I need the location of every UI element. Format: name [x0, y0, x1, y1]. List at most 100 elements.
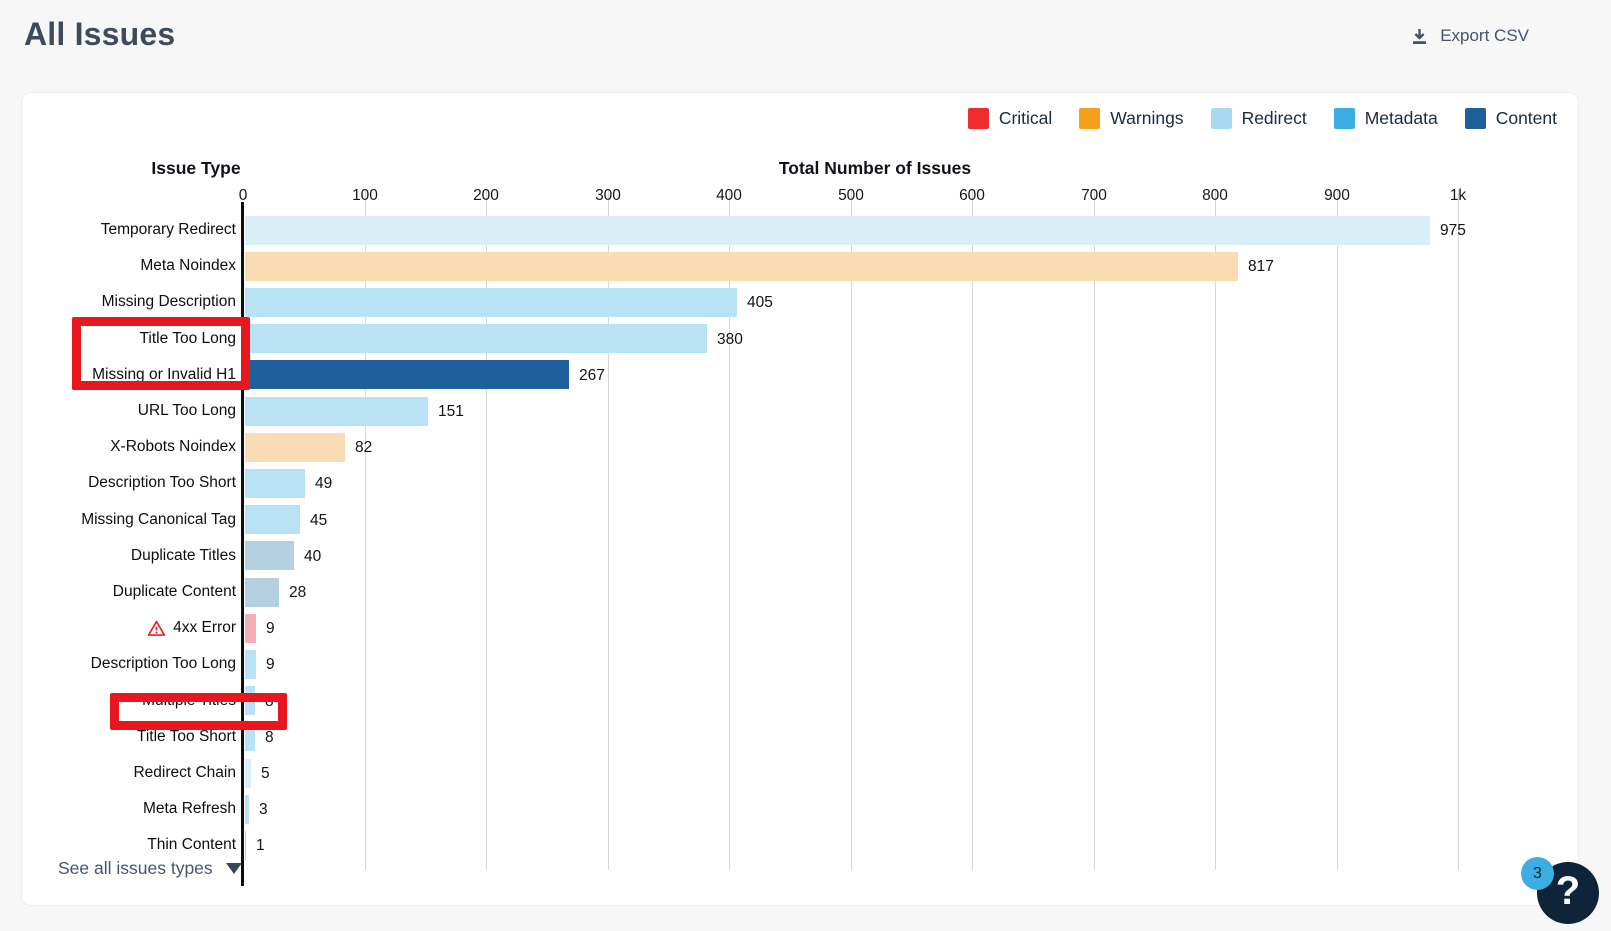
- gridline: [486, 190, 487, 870]
- row-label-text: Temporary Redirect: [100, 221, 236, 238]
- row-label[interactable]: Duplicate Content: [30, 581, 236, 603]
- gridline: [365, 190, 366, 870]
- export-csv-button[interactable]: Export CSV: [1410, 26, 1529, 46]
- bar-temporary-redirect[interactable]: [245, 216, 1430, 245]
- legend-swatch-icon: [1464, 108, 1486, 129]
- legend-swatch-icon: [1210, 108, 1232, 129]
- row-label-text: Redirect Chain: [133, 764, 236, 781]
- legend-label: Warnings: [1110, 108, 1184, 128]
- row-label-text: Duplicate Titles: [130, 547, 236, 564]
- bar-thin-content[interactable]: [245, 831, 246, 860]
- row-label[interactable]: Thin Content: [30, 834, 236, 856]
- bar-description-too-short[interactable]: [245, 469, 305, 498]
- bar-value: 151: [438, 403, 464, 420]
- x-axis-tick: 700: [1081, 187, 1107, 204]
- row-label[interactable]: Meta Refresh: [30, 798, 236, 820]
- row-label[interactable]: Description Too Short: [30, 472, 236, 494]
- x-axis-tick: 300: [595, 187, 621, 204]
- row-label-text: Title Too Short: [136, 728, 236, 745]
- x-axis-tick: 0: [238, 187, 248, 204]
- legend-item-warnings[interactable]: Warnings: [1079, 108, 1184, 129]
- row-label[interactable]: Missing Canonical Tag: [30, 509, 236, 531]
- bar-meta-refresh[interactable]: [245, 795, 249, 824]
- legend-item-metadata[interactable]: Metadata: [1333, 108, 1438, 129]
- row-label-text: X-Robots Noindex: [110, 438, 236, 455]
- x-axis-tick: 100: [352, 187, 378, 204]
- bar-url-too-long[interactable]: [245, 397, 428, 426]
- bar-meta-noindex[interactable]: [245, 252, 1238, 281]
- bar-title-too-short[interactable]: [245, 722, 255, 751]
- legend-item-content[interactable]: Content: [1464, 108, 1557, 129]
- x-axis-tick: 800: [1202, 187, 1228, 204]
- export-csv-label: Export CSV: [1440, 26, 1529, 45]
- row-label-text: Title Too Long: [139, 330, 236, 347]
- gridline: [1094, 190, 1095, 870]
- x-axis-tick: 200: [473, 187, 499, 204]
- x-axis-tick: 600: [959, 187, 985, 204]
- bar-value: 28: [289, 584, 307, 601]
- x-axis-tick: 900: [1324, 187, 1350, 204]
- row-label-text: Multiple Titles: [142, 692, 236, 709]
- chevron-down-icon: [225, 863, 242, 874]
- bar-missing-canonical-tag[interactable]: [245, 505, 300, 534]
- bar-value: 267: [579, 367, 605, 384]
- legend-item-redirect[interactable]: Redirect: [1210, 108, 1307, 129]
- row-label[interactable]: Duplicate Titles: [30, 545, 236, 567]
- row-label[interactable]: Missing or Invalid H1: [30, 364, 236, 386]
- bar-multiple-titles[interactable]: [245, 686, 255, 715]
- row-label[interactable]: X-Robots Noindex: [30, 436, 236, 458]
- bar-redirect-chain[interactable]: [245, 759, 251, 788]
- bar-duplicate-content[interactable]: [245, 578, 279, 607]
- total-issues-header: Total Number of Issues: [778, 158, 972, 178]
- bar-value: 5: [261, 765, 270, 782]
- legend-label: Redirect: [1241, 108, 1307, 128]
- issue-type-header: Issue Type: [151, 158, 241, 178]
- row-label[interactable]: Multiple Titles: [30, 690, 236, 712]
- bar-duplicate-titles[interactable]: [245, 541, 294, 570]
- y-axis-line: [241, 202, 244, 886]
- bar-title-too-long[interactable]: [245, 324, 707, 353]
- gridline: [1215, 190, 1216, 870]
- gridline: [729, 190, 730, 870]
- bar-value: 49: [315, 475, 333, 492]
- bar-value: 45: [310, 512, 328, 529]
- x-axis-tick: 400: [716, 187, 742, 204]
- row-label-text: Missing Canonical Tag: [81, 511, 236, 528]
- row-label[interactable]: Redirect Chain: [30, 762, 236, 784]
- row-label[interactable]: Temporary Redirect: [30, 219, 236, 241]
- row-label[interactable]: Description Too Long: [30, 653, 236, 675]
- legend-label: Content: [1495, 108, 1557, 128]
- bar-4xx-error[interactable]: [245, 614, 256, 643]
- row-label[interactable]: 4xx Error: [30, 617, 236, 639]
- download-icon: [1410, 27, 1429, 46]
- bar-value: 3: [259, 801, 268, 818]
- legend-label: Critical: [998, 108, 1053, 128]
- legend-swatch-icon: [1079, 108, 1101, 129]
- row-label[interactable]: Missing Description: [30, 291, 236, 313]
- bar-value: 40: [304, 548, 322, 565]
- row-label-text: URL Too Long: [137, 402, 236, 419]
- x-axis-tick: 500: [838, 187, 864, 204]
- legend-item-critical[interactable]: Critical: [967, 108, 1053, 129]
- legend-swatch-icon: [1333, 108, 1355, 129]
- row-label-text: Description Too Short: [88, 474, 236, 491]
- help-notification-badge: 3: [1521, 857, 1554, 890]
- bar-value: 8: [265, 729, 274, 746]
- page-title: All Issues: [24, 16, 176, 52]
- bar-missing-or-invalid-h1[interactable]: [245, 360, 569, 389]
- warning-triangle-icon: [147, 619, 166, 638]
- bar-value: 8: [265, 693, 274, 710]
- bar-value: 82: [355, 439, 373, 456]
- see-all-label: See all issues types: [58, 858, 213, 878]
- bar-value: 405: [747, 294, 773, 311]
- row-label-text: Meta Refresh: [142, 800, 236, 817]
- row-label[interactable]: Title Too Long: [30, 328, 236, 350]
- legend-label: Metadata: [1364, 108, 1438, 128]
- row-label[interactable]: Meta Noindex: [30, 255, 236, 277]
- bar-description-too-long[interactable]: [245, 650, 256, 679]
- row-label[interactable]: URL Too Long: [30, 400, 236, 422]
- row-label[interactable]: Title Too Short: [30, 726, 236, 748]
- bar-x-robots-noindex[interactable]: [245, 433, 345, 462]
- see-all-issue-types-link[interactable]: See all issues types: [58, 858, 242, 879]
- bar-missing-description[interactable]: [245, 288, 737, 317]
